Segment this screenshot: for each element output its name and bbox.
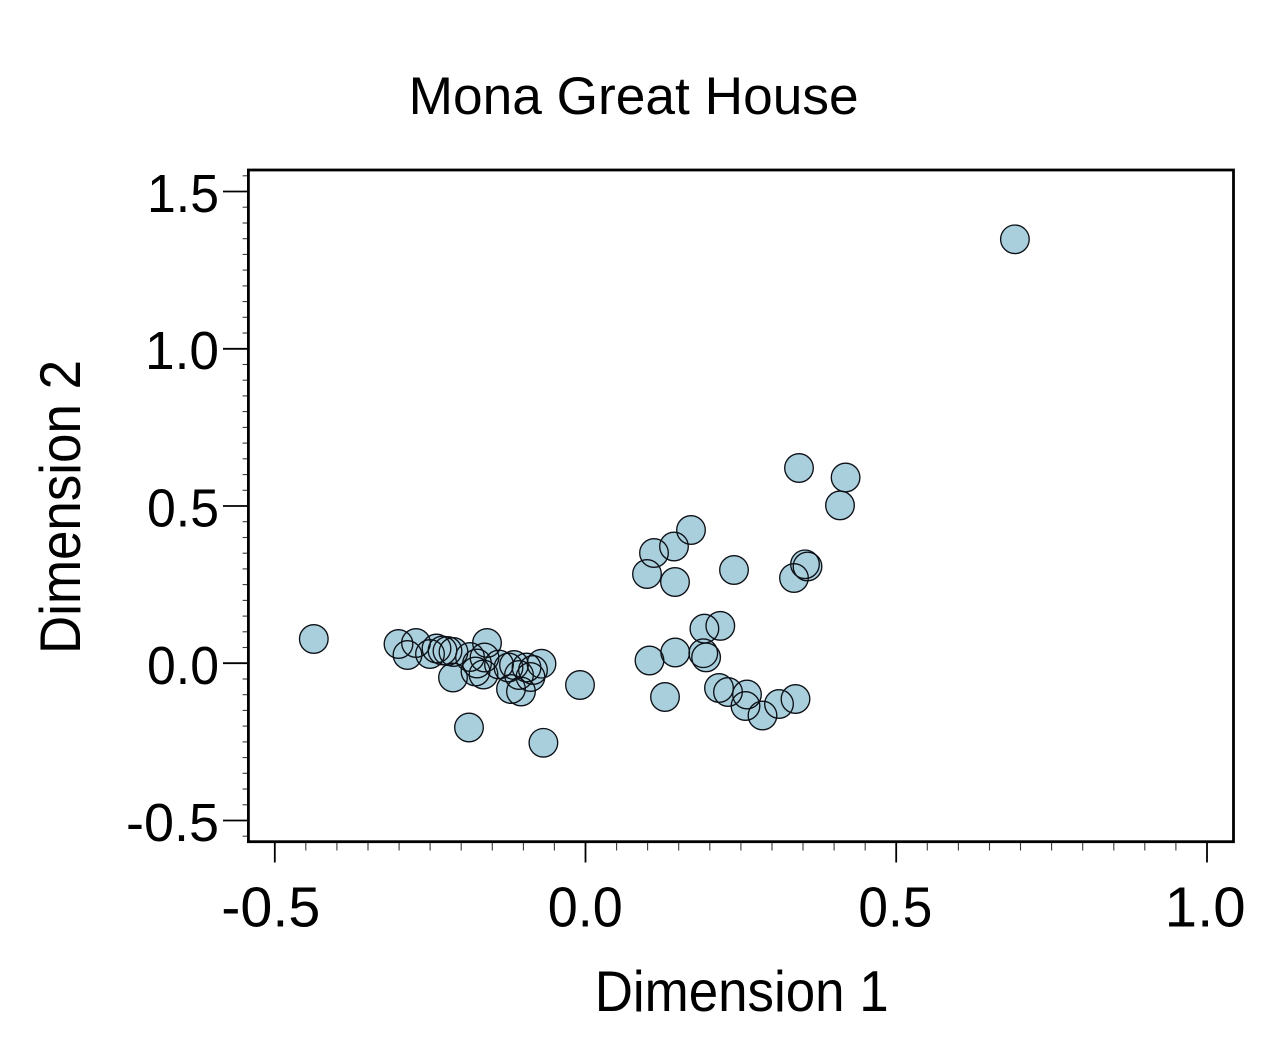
svg-text:-0.5: -0.5 — [126, 793, 219, 853]
svg-text:1.5: 1.5 — [147, 164, 219, 224]
svg-text:0.0: 0.0 — [147, 636, 219, 696]
svg-text:1.0: 1.0 — [1165, 875, 1246, 939]
svg-text:1.0: 1.0 — [145, 321, 219, 381]
svg-text:0.0: 0.0 — [548, 875, 623, 939]
svg-text:-0.5: -0.5 — [221, 875, 320, 939]
svg-text:Dimension 1: Dimension 1 — [595, 960, 889, 1024]
svg-text:0.5: 0.5 — [858, 875, 932, 939]
svg-text:Mona Great House: Mona Great House — [409, 67, 859, 126]
svg-text:Dimension 2: Dimension 2 — [29, 360, 93, 654]
svg-text:0.5: 0.5 — [147, 479, 219, 539]
